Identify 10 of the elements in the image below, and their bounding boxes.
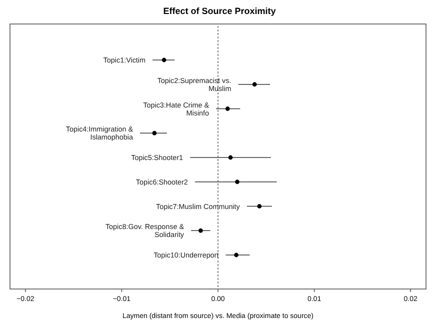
chart-title: Effect of Source Proximity xyxy=(163,6,276,16)
point xyxy=(228,155,233,160)
point xyxy=(257,204,262,208)
point xyxy=(234,252,238,258)
point xyxy=(152,130,157,136)
point xyxy=(225,106,230,111)
point xyxy=(198,228,203,233)
point xyxy=(235,180,240,184)
point xyxy=(252,82,257,87)
point xyxy=(162,58,166,62)
